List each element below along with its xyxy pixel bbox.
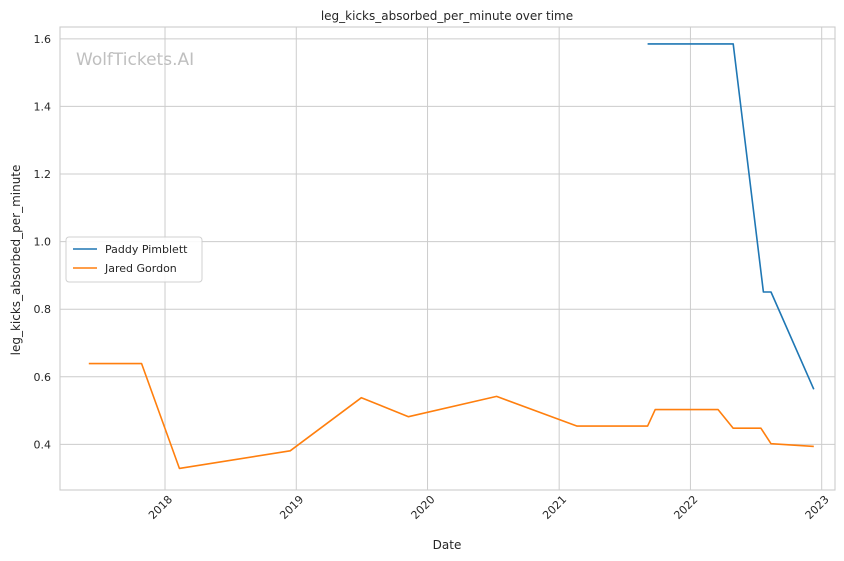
y-tick-label: 1.2 [34,168,52,181]
legend-label-jared-gordon: Jared Gordon [104,262,177,275]
x-tick-label: 2021 [540,493,569,522]
x-tick-labels: 2018 2019 2020 2021 2022 2023 [146,493,832,522]
y-tick-label: 0.6 [34,371,52,384]
y-tick-label: 1.4 [34,100,52,113]
y-tick-label: 0.8 [34,303,52,316]
series-line-paddy-pimblett [647,43,815,390]
y-tick-label: 0.4 [34,438,52,451]
gridlines [60,27,835,490]
y-axis-label: leg_kicks_absorbed_per_minute [9,165,23,356]
x-axis-label: Date [433,538,462,552]
watermark: WolfTickets.AI [76,50,194,70]
series-lines [88,43,815,470]
chart-title: leg_kicks_absorbed_per_minute over time [321,9,573,23]
x-tick-label: 2022 [671,493,700,522]
x-tick-label: 2018 [146,493,175,522]
x-tick-label: 2020 [409,493,438,522]
y-tick-labels: 0.4 0.6 0.8 1.0 1.2 1.4 1.6 [34,33,52,452]
y-tick-label: 1.6 [34,33,52,46]
x-tick-label: 2023 [803,493,832,522]
series-line-jared-gordon [88,362,814,470]
y-tick-label: 1.0 [34,236,52,249]
legend-frame [65,236,203,283]
legend-label-paddy-pimblett: Paddy Pimblett [105,243,188,256]
x-tick-label: 2019 [277,493,306,522]
legend: Paddy Pimblett Jared Gordon [65,236,203,283]
